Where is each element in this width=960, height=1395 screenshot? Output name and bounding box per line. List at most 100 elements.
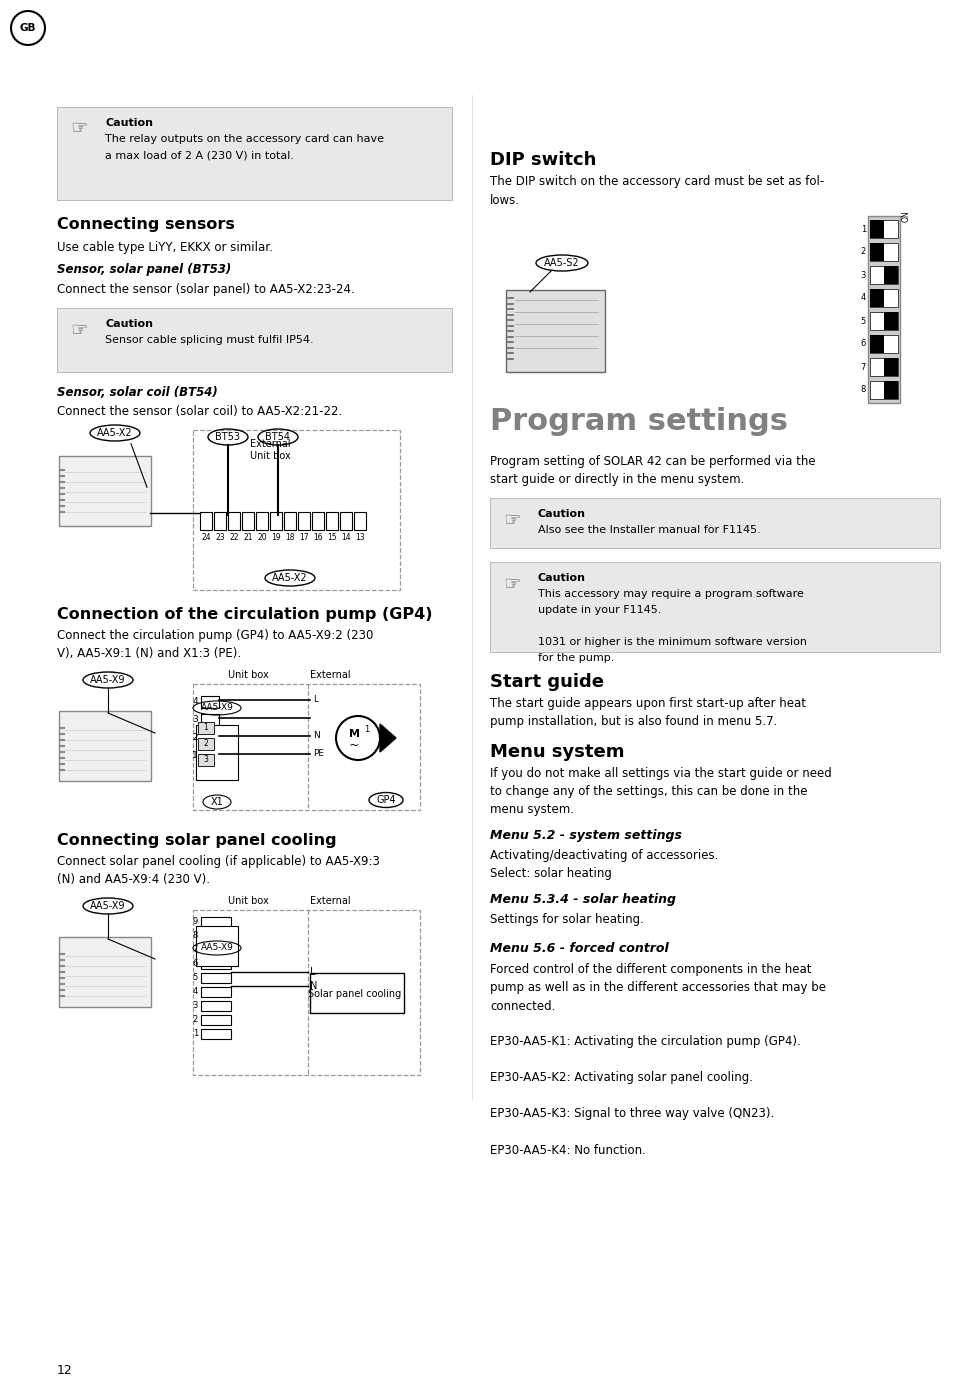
Text: ☞: ☞ [503, 511, 520, 530]
Text: 17: 17 [300, 533, 309, 543]
Text: 3: 3 [204, 756, 208, 764]
Text: 5: 5 [193, 974, 198, 982]
FancyBboxPatch shape [326, 512, 338, 530]
Text: 22: 22 [229, 533, 239, 543]
FancyBboxPatch shape [506, 290, 605, 372]
FancyBboxPatch shape [59, 937, 151, 1007]
Text: Menu 5.2 - system settings: Menu 5.2 - system settings [490, 830, 682, 843]
FancyBboxPatch shape [198, 755, 214, 766]
FancyBboxPatch shape [884, 359, 898, 377]
FancyBboxPatch shape [59, 456, 151, 526]
FancyBboxPatch shape [870, 335, 898, 353]
FancyBboxPatch shape [884, 312, 898, 331]
Text: EP30-AA5-K4: No function.: EP30-AA5-K4: No function. [490, 1144, 646, 1156]
Text: 6: 6 [860, 339, 866, 349]
FancyBboxPatch shape [201, 732, 219, 744]
Text: DIP switch: DIP switch [490, 151, 596, 169]
Text: 9: 9 [193, 918, 198, 926]
FancyBboxPatch shape [884, 266, 898, 285]
Text: 3: 3 [860, 271, 866, 279]
FancyBboxPatch shape [870, 335, 884, 353]
Text: lows.: lows. [490, 194, 520, 206]
FancyBboxPatch shape [198, 723, 214, 734]
Text: 1: 1 [192, 752, 198, 760]
Text: The start guide appears upon first start-up after heat: The start guide appears upon first start… [490, 698, 806, 710]
Text: start guide or directly in the menu system.: start guide or directly in the menu syst… [490, 473, 744, 487]
Text: M: M [348, 730, 359, 739]
Text: Menu system: Menu system [490, 744, 625, 762]
Text: menu system.: menu system. [490, 804, 574, 816]
FancyBboxPatch shape [201, 714, 219, 725]
Text: 6: 6 [193, 960, 198, 968]
FancyBboxPatch shape [870, 220, 884, 239]
FancyBboxPatch shape [59, 711, 151, 781]
Text: External: External [250, 439, 291, 449]
Text: Also see the Installer manual for F1145.: Also see the Installer manual for F1145. [538, 525, 760, 536]
Text: 13: 13 [355, 533, 365, 543]
Text: 5: 5 [861, 317, 866, 325]
Text: BT54: BT54 [266, 432, 291, 442]
Text: Connect solar panel cooling (if applicable) to AA5-X9:3: Connect solar panel cooling (if applicab… [57, 855, 380, 869]
Text: Sensor, solar panel (BT53): Sensor, solar panel (BT53) [57, 264, 231, 276]
Text: N: N [310, 981, 318, 990]
Text: Caution: Caution [538, 509, 586, 519]
Text: GP4: GP4 [376, 795, 396, 805]
Text: Menu 5.6 - forced control: Menu 5.6 - forced control [490, 942, 669, 954]
Text: 2: 2 [193, 1016, 198, 1024]
FancyBboxPatch shape [870, 243, 884, 261]
Text: a max load of 2 A (230 V) in total.: a max load of 2 A (230 V) in total. [105, 151, 294, 160]
Text: 20: 20 [257, 533, 267, 543]
Text: 3: 3 [192, 716, 198, 724]
Text: ☞: ☞ [70, 120, 87, 138]
FancyBboxPatch shape [340, 512, 352, 530]
FancyBboxPatch shape [870, 312, 898, 331]
Text: AA5-X2: AA5-X2 [273, 573, 308, 583]
Text: External: External [310, 896, 350, 905]
Text: 1: 1 [364, 724, 370, 734]
Text: 8: 8 [193, 932, 198, 940]
Text: 2: 2 [192, 734, 198, 742]
FancyBboxPatch shape [870, 359, 898, 377]
Text: Solar panel cooling: Solar panel cooling [308, 989, 401, 999]
Text: ☞: ☞ [503, 575, 520, 593]
Text: (N) and AA5-X9:4 (230 V).: (N) and AA5-X9:4 (230 V). [57, 873, 210, 886]
FancyBboxPatch shape [201, 958, 231, 970]
FancyBboxPatch shape [284, 512, 296, 530]
FancyBboxPatch shape [57, 107, 452, 199]
FancyBboxPatch shape [884, 381, 898, 399]
FancyBboxPatch shape [196, 725, 238, 780]
FancyBboxPatch shape [870, 243, 898, 261]
Text: Use cable type LiYY, EKKX or similar.: Use cable type LiYY, EKKX or similar. [57, 241, 273, 254]
Text: EP30-AA5-K2: Activating solar panel cooling.: EP30-AA5-K2: Activating solar panel cool… [490, 1071, 753, 1084]
Text: This accessory may require a program software: This accessory may require a program sof… [538, 589, 804, 598]
FancyBboxPatch shape [242, 512, 254, 530]
Text: 1031 or higher is the minimum software version: 1031 or higher is the minimum software v… [538, 638, 807, 647]
Text: Connection of the circulation pump (GP4): Connection of the circulation pump (GP4) [57, 607, 433, 622]
Text: update in your F1145.: update in your F1145. [538, 605, 661, 615]
Text: Caution: Caution [538, 573, 586, 583]
FancyBboxPatch shape [201, 1002, 231, 1011]
Text: Caution: Caution [105, 319, 153, 329]
Text: 18: 18 [285, 533, 295, 543]
FancyBboxPatch shape [228, 512, 240, 530]
Text: 4: 4 [861, 293, 866, 303]
Text: L: L [313, 696, 318, 704]
FancyBboxPatch shape [310, 972, 404, 1013]
Text: BT53: BT53 [215, 432, 241, 442]
Text: 14: 14 [341, 533, 350, 543]
Text: AA5-X2: AA5-X2 [97, 428, 132, 438]
FancyBboxPatch shape [200, 512, 212, 530]
Text: 16: 16 [313, 533, 323, 543]
Text: Connect the circulation pump (GP4) to AA5-X9:2 (230: Connect the circulation pump (GP4) to AA… [57, 629, 373, 643]
Text: pump as well as in the different accessories that may be: pump as well as in the different accesso… [490, 982, 826, 995]
Text: 2: 2 [204, 739, 208, 749]
Text: 12: 12 [57, 1363, 73, 1377]
Text: The relay outputs on the accessory card can have: The relay outputs on the accessory card … [105, 134, 384, 144]
Text: 1: 1 [204, 724, 208, 732]
FancyBboxPatch shape [870, 266, 898, 285]
Text: ON: ON [902, 211, 911, 222]
Text: Connect the sensor (solar coil) to AA5-X2:21-22.: Connect the sensor (solar coil) to AA5-X… [57, 406, 343, 418]
Text: L: L [310, 967, 316, 976]
FancyBboxPatch shape [490, 498, 940, 548]
Text: Unit box: Unit box [228, 896, 269, 905]
